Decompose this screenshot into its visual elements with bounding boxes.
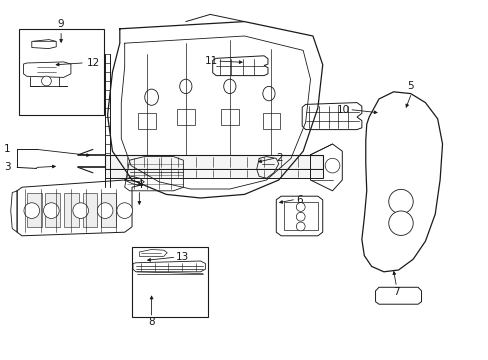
- Text: 5: 5: [407, 81, 413, 91]
- Circle shape: [296, 222, 305, 231]
- Bar: [138, 113, 155, 129]
- Circle shape: [43, 203, 59, 219]
- Bar: [105, 169, 322, 178]
- Bar: [105, 155, 322, 169]
- Bar: [64, 193, 79, 227]
- Circle shape: [24, 203, 40, 219]
- Polygon shape: [212, 56, 267, 76]
- Text: 10: 10: [336, 105, 349, 115]
- Bar: [19, 29, 104, 115]
- Text: 9: 9: [58, 19, 64, 30]
- Polygon shape: [361, 92, 442, 272]
- Text: 12: 12: [87, 58, 100, 68]
- Text: 4: 4: [136, 180, 142, 190]
- Polygon shape: [133, 261, 205, 272]
- Text: 1: 1: [4, 144, 11, 154]
- Polygon shape: [276, 196, 322, 236]
- Text: 13: 13: [176, 252, 189, 262]
- Bar: [177, 109, 194, 125]
- Bar: [45, 193, 60, 227]
- Bar: [262, 113, 280, 129]
- Polygon shape: [32, 40, 56, 49]
- Circle shape: [388, 211, 412, 235]
- Bar: [283, 202, 317, 230]
- Text: 7: 7: [392, 287, 399, 297]
- Text: 11: 11: [204, 56, 217, 66]
- Text: 8: 8: [148, 317, 155, 327]
- Text: 2: 2: [276, 153, 283, 163]
- Polygon shape: [375, 287, 421, 304]
- Polygon shape: [17, 180, 139, 236]
- Circle shape: [73, 203, 88, 219]
- Text: 3: 3: [4, 162, 11, 172]
- Bar: [221, 109, 238, 125]
- Circle shape: [97, 203, 113, 219]
- Polygon shape: [23, 62, 71, 77]
- Bar: [82, 193, 97, 227]
- Polygon shape: [302, 103, 361, 130]
- Circle shape: [296, 203, 305, 211]
- Bar: [101, 193, 116, 227]
- Circle shape: [325, 158, 339, 173]
- Circle shape: [41, 76, 51, 86]
- Circle shape: [388, 189, 412, 214]
- Text: 6: 6: [295, 195, 302, 205]
- Bar: [27, 193, 41, 227]
- Bar: [132, 247, 207, 317]
- Polygon shape: [139, 249, 167, 256]
- Circle shape: [296, 212, 305, 221]
- Circle shape: [117, 203, 132, 219]
